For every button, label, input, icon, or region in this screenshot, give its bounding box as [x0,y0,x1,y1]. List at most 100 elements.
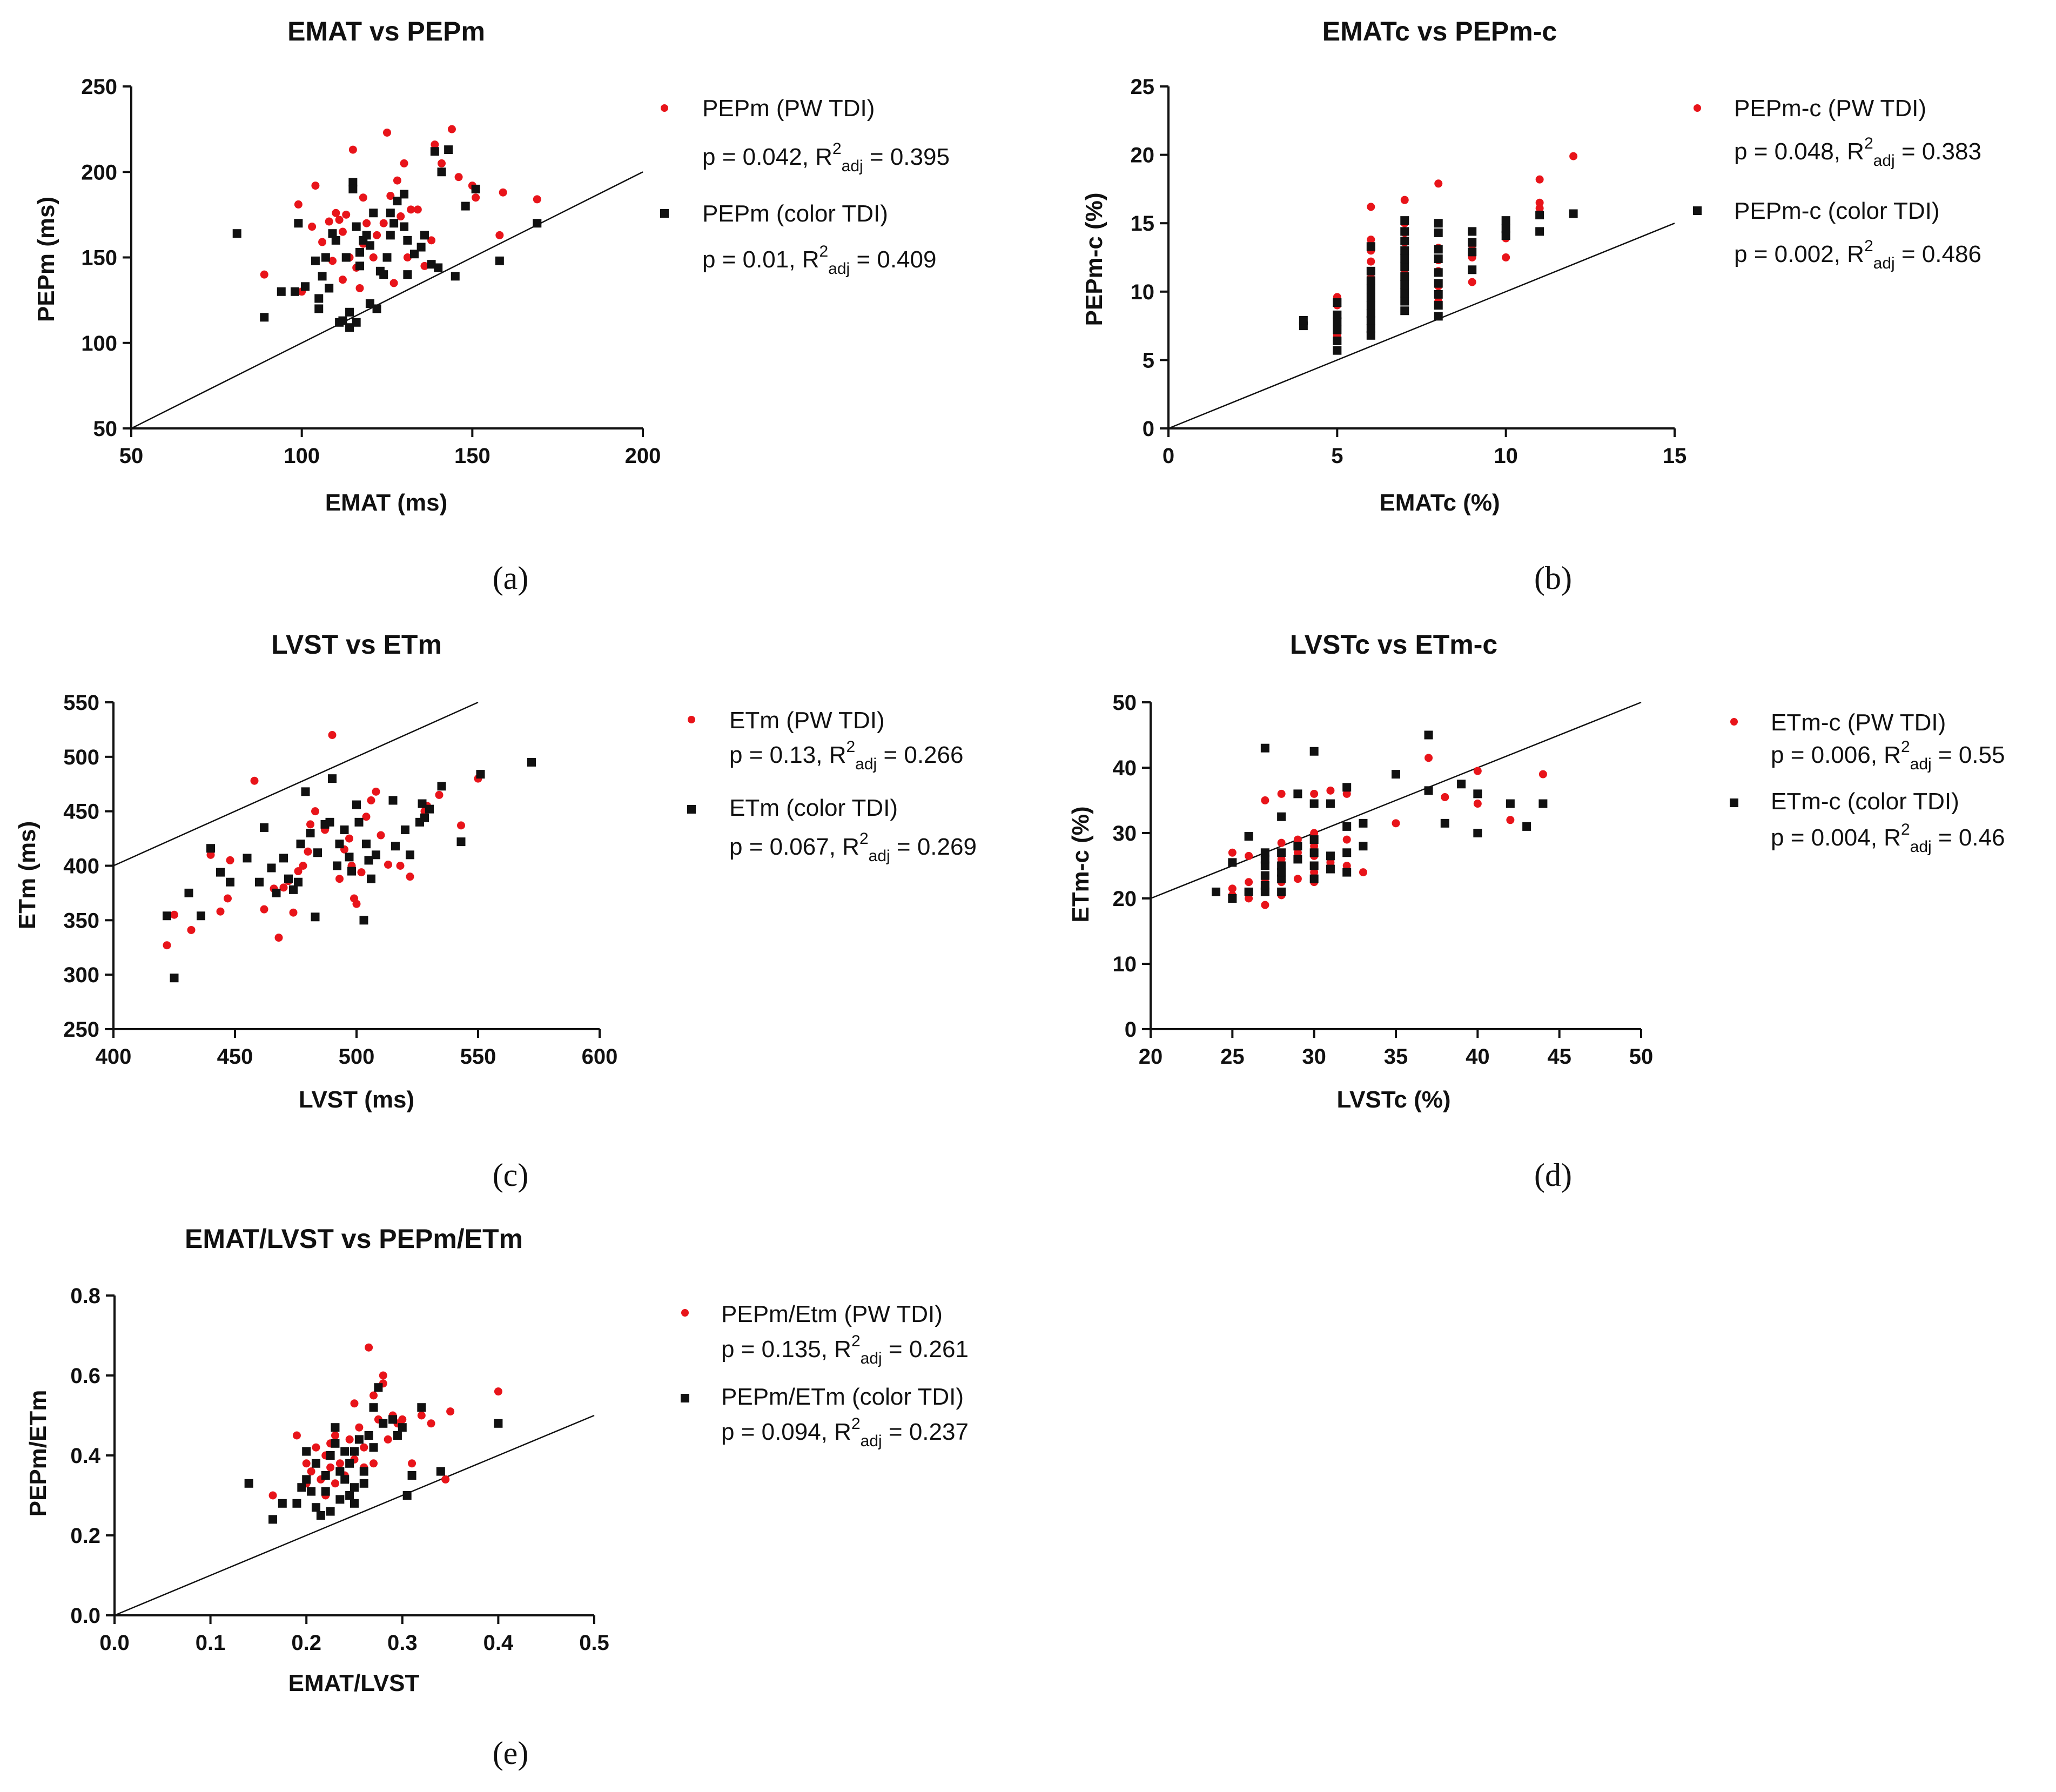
panel-a-pw-tdi-point [355,284,364,292]
panel-a-y-tick-label: 200 [81,160,117,184]
panel-b-color-tdi-point [1333,298,1342,307]
panel-e-pw-tdi-point [326,1463,335,1472]
panel-a-color-tdi-point [451,272,460,281]
panel-a-color-tdi-point [355,261,364,271]
panel-a-y-tick-label: 100 [81,332,117,355]
panel-a-color-tdi-point [410,250,419,259]
panel-c-y-tick-label: 300 [63,963,99,987]
panel-b-color-tdi-point [1501,224,1510,233]
panel-c-color-tdi-point [226,877,234,887]
panel-d-color-tdi-point [1342,868,1352,877]
panel-c-color-tdi-point [284,874,293,883]
panel-d-x-tick-label: 20 [1139,1045,1163,1069]
panel-c-color-tdi-point [260,823,268,832]
panel-b-color-tdi-point [1366,324,1375,333]
panel-e-legend-pw-stats: p = 0.135, R2adj = 0.261 [721,1332,969,1367]
panel-e-x-tick-label: 0.3 [387,1631,418,1655]
panel-e-ylabel: PEPm/ETm [25,1390,51,1517]
panel-b-pw-tdi-point [1502,253,1510,261]
panel-b-color-tdi-point [1501,216,1510,225]
panel-e: EMAT/LVST vs PEPm/ETm EMAT/LVST PEPm/ETm… [25,1224,969,1771]
panel-d-pw-tdi-point [1441,793,1449,801]
panel-c: LVST vs ETm LVST (ms) ETm (ms) 400 450 500… [14,629,977,1193]
panel-e-color-tdi-point [326,1507,335,1516]
panel-b-color-tdi-point [1434,245,1443,254]
panel-c-ylabel: ETm (ms) [14,821,41,929]
panel-e-color-tdi-point [364,1431,373,1440]
panel-b-color-tdi-point [1400,272,1409,281]
panel-d-title: LVSTc vs ETm-c [1290,629,1497,660]
panel-b-color-tdi-point [1501,231,1510,240]
panel-d-color-tdi-point [1309,799,1319,808]
panel-e-legend: PEPm/Etm (PW TDI) p = 0.135, R2adj = 0.2… [681,1301,969,1450]
panel-b-color-tdi-point [1366,331,1375,340]
panel-e-x-tick-label: 0.5 [579,1631,609,1655]
panel-e-color-tdi-point [350,1447,359,1456]
panel-d-color-tdi-point [1293,855,1302,864]
panel-e-legend-pw-name: PEPm/Etm (PW TDI) [721,1301,943,1327]
panel-c-color-tdi-point [437,782,446,791]
panel-c-y-tick-label: 500 [63,746,99,769]
panel-b-pw-tdi-point [1367,236,1375,244]
panel-d-color-tdi-point [1244,832,1253,841]
panel-d-x-tick-label: 35 [1384,1045,1408,1069]
panel-b-color-tdi-point [1400,254,1409,264]
panel-a-color-tdi-point [444,145,453,155]
panel-c-x-tick-label: 400 [96,1045,132,1069]
panel-c-pw-tdi-point [299,862,307,870]
panel-b-color-tdi-point [1366,284,1375,293]
panel-d-color-tdi-point [1538,799,1548,808]
panel-d-color-tdi-point [1277,874,1286,883]
panel-e-color-tdi-point [331,1439,340,1448]
panel-c-pw-tdi-point [294,867,303,876]
panel-c-pw-tdi-point [457,821,465,830]
panel-e-color-tdi-point [335,1467,345,1476]
panel-b-color-tdi-point [1333,310,1342,319]
panel-e-pw-tdi-point [335,1459,344,1468]
panel-a-marks [131,125,643,429]
panel-c-pw-tdi-point [372,787,380,796]
panel-a-pw-tdi-point [362,219,371,227]
panel-d-color-tdi-point [1392,770,1400,779]
panel-c-legend-pw-stats: p = 0.13, R2adj = 0.266 [729,738,963,773]
panel-a-label: (a) [493,560,529,596]
panel-d-color-tdi-point [1228,858,1237,867]
panel-e-pw-tdi-point [312,1443,320,1452]
panel-c-color-tdi-point [354,817,364,827]
panel-a-color-tdi-point [416,243,426,252]
panel-a-color-tdi-point [341,253,351,262]
panel-b-color-tdi-point [1434,290,1443,299]
panel-c-legend-color-marker [687,805,696,814]
panel-e-color-tdi-point [316,1511,325,1520]
panel-c-color-tdi-point [206,844,215,853]
panel-c-legend-color-stats: p = 0.067, R2adj = 0.269 [729,830,977,865]
panel-a-color-tdi-point [386,231,395,240]
panel-c-marks [113,701,536,983]
panel-a-pw-tdi-point [386,192,395,200]
panel-e-color-tdi-point [244,1479,253,1488]
panel-d-color-tdi-point [1260,871,1269,880]
panel-c-color-tdi-point [340,825,349,834]
panel-d-pw-tdi-point [1228,848,1237,857]
panel-d-legend-pw-stats: p = 0.006, R2adj = 0.55 [1771,738,2005,773]
panel-d-pw-tdi-point [1228,884,1237,893]
panel-b-color-tdi-point [1434,268,1443,277]
panel-a-color-tdi-point [403,270,412,279]
panel-a-color-tdi-point [311,256,320,265]
panel-a-pw-tdi-point [403,253,412,261]
panel-c-pw-tdi-point [362,813,371,821]
panel-c-pw-tdi-point [396,862,405,870]
panel-c-y-tick-label: 350 [63,909,99,932]
panel-d-color-tdi-point [1522,822,1531,831]
panel-b-color-tdi-point [1366,266,1375,276]
panel-a-color-tdi-point [300,282,310,291]
panel-a-y-tick-label: 150 [81,246,117,270]
panel-b-color-tdi-point [1434,228,1443,237]
panel-c-pw-tdi-point [289,908,298,917]
panel-a-pw-tdi-point [348,145,357,154]
panel-e-x-tick-label: 0.2 [291,1631,321,1655]
panel-a-color-tdi-point [352,318,361,327]
panel-b-legend: PEPm-c (PW TDI) p = 0.048, R2adj = 0.383… [1693,95,1981,272]
panel-b-y-tick-label: 20 [1131,144,1155,167]
panel-c-color-tdi-point [289,885,298,894]
